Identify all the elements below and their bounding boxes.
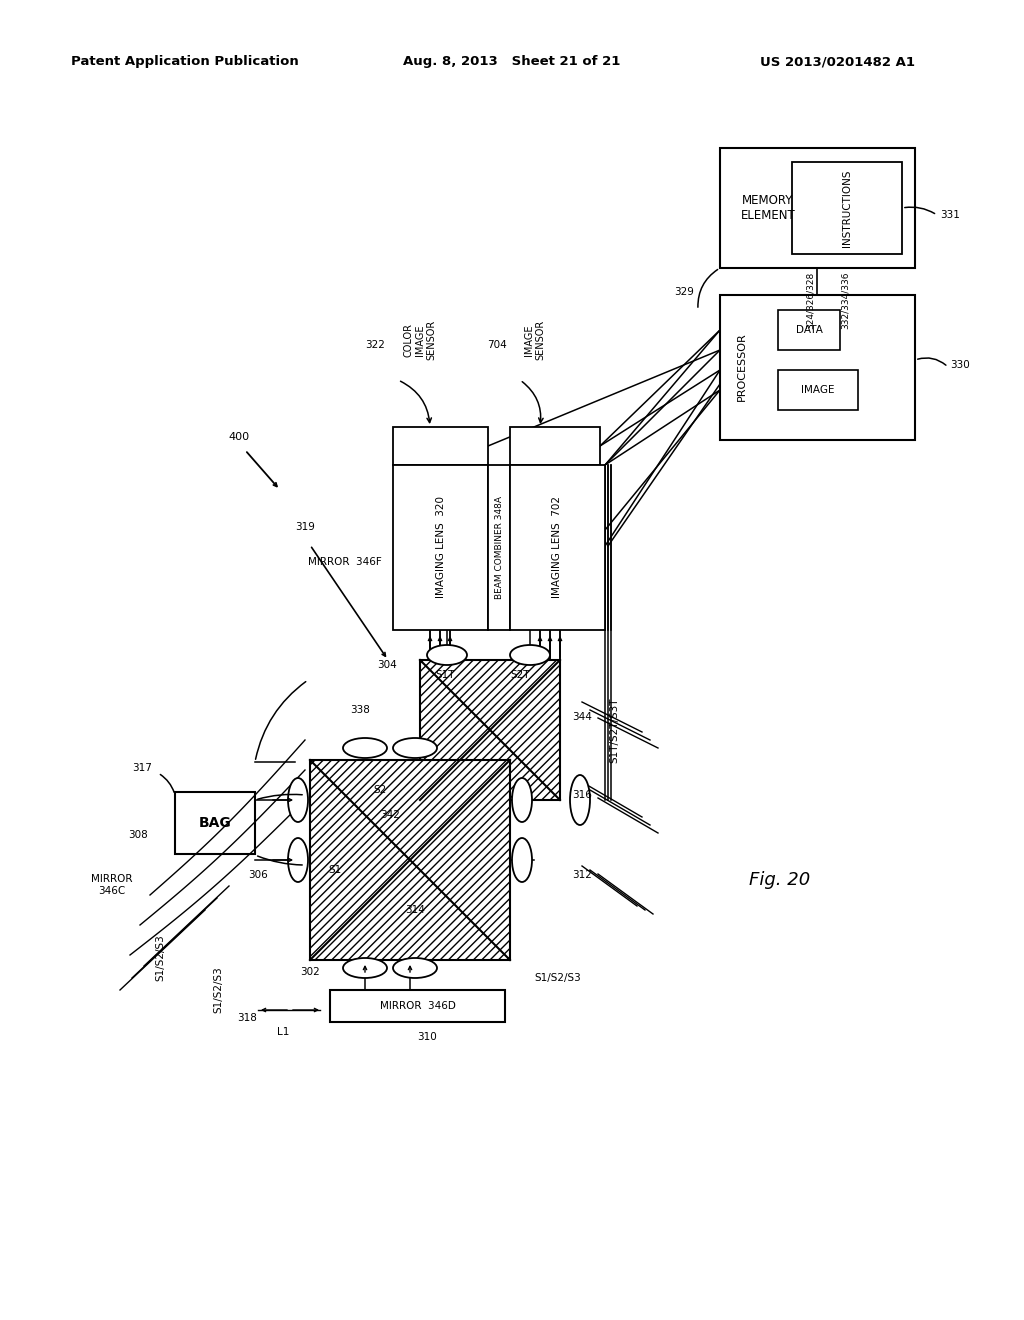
Text: S2T: S2T [510,671,529,680]
Ellipse shape [288,777,308,822]
Text: 319: 319 [295,521,314,532]
Text: 318: 318 [238,1012,257,1023]
Text: 324/326/328: 324/326/328 [806,272,814,329]
Text: S2: S2 [374,785,387,795]
Ellipse shape [427,645,467,665]
Text: S1: S1 [329,865,342,875]
Text: 314: 314 [406,906,425,915]
Ellipse shape [512,838,532,882]
Bar [778,310,840,350]
Text: MEMORY
ELEMENT: MEMORY ELEMENT [740,194,796,222]
Text: 306: 306 [248,870,268,880]
Ellipse shape [343,958,387,978]
Text: 316: 316 [572,789,592,800]
Text: 317: 317 [132,763,152,774]
Text: IMAGING LENS  702: IMAGING LENS 702 [553,496,562,598]
Text: 310: 310 [418,1032,437,1041]
Bar [720,294,915,440]
Text: IMAGE: IMAGE [801,385,835,395]
Text: 704: 704 [487,341,507,350]
Ellipse shape [343,738,387,758]
Text: L1: L1 [276,1027,289,1038]
Bar [420,660,560,800]
Bar [393,465,488,630]
Text: IMAGING LENS  320: IMAGING LENS 320 [435,496,445,598]
Text: S1/S2/S3: S1/S2/S3 [155,935,165,981]
Text: 400: 400 [228,432,249,442]
Text: S1/S2/S3: S1/S2/S3 [213,966,223,1014]
Text: 338: 338 [350,705,370,715]
Ellipse shape [393,958,437,978]
Text: S1/S2/S3: S1/S2/S3 [535,973,582,983]
Text: 330: 330 [950,360,970,370]
Text: 322: 322 [366,341,385,350]
Text: MIRROR
346C: MIRROR 346C [91,874,133,896]
Text: Patent Application Publication: Patent Application Publication [71,55,299,69]
Ellipse shape [510,645,550,665]
Bar [330,990,505,1022]
Bar [310,760,510,960]
Ellipse shape [570,775,590,825]
Text: 308: 308 [128,830,148,840]
Text: DATA: DATA [796,325,822,335]
Text: 302: 302 [300,968,319,977]
Bar [393,426,488,465]
Text: INSTRUCTIONS: INSTRUCTIONS [842,169,852,247]
Ellipse shape [288,838,308,882]
Text: 342: 342 [380,810,400,820]
Bar [720,148,915,268]
Text: 332/334/336: 332/334/336 [841,271,850,329]
Text: Fig. 20: Fig. 20 [750,871,811,888]
Bar [792,162,902,253]
Text: S1T: S1T [435,671,455,680]
Text: 329: 329 [674,286,694,297]
Text: MIRROR  346F: MIRROR 346F [308,557,382,568]
Text: BAG: BAG [199,816,231,830]
Text: BEAM COMBINER 348A: BEAM COMBINER 348A [495,496,504,599]
Text: 344: 344 [572,711,592,722]
Text: COLOR
IMAGE
SENSOR: COLOR IMAGE SENSOR [403,319,436,360]
Text: S1T/S2T/S3T: S1T/S2T/S3T [609,697,618,763]
Text: US 2013/0201482 A1: US 2013/0201482 A1 [761,55,915,69]
Bar [778,370,858,411]
Ellipse shape [512,777,532,822]
Text: 312: 312 [572,870,592,880]
Ellipse shape [393,738,437,758]
Text: 331: 331 [940,210,959,220]
Bar [488,465,510,630]
Bar [510,426,600,465]
Text: PROCESSOR: PROCESSOR [737,333,746,401]
Text: MIRROR  346D: MIRROR 346D [380,1001,456,1011]
Text: Aug. 8, 2013   Sheet 21 of 21: Aug. 8, 2013 Sheet 21 of 21 [403,55,621,69]
Text: 304: 304 [377,660,397,671]
Bar [175,792,255,854]
Bar [510,465,605,630]
Text: IMAGE
SENSOR: IMAGE SENSOR [524,319,546,360]
